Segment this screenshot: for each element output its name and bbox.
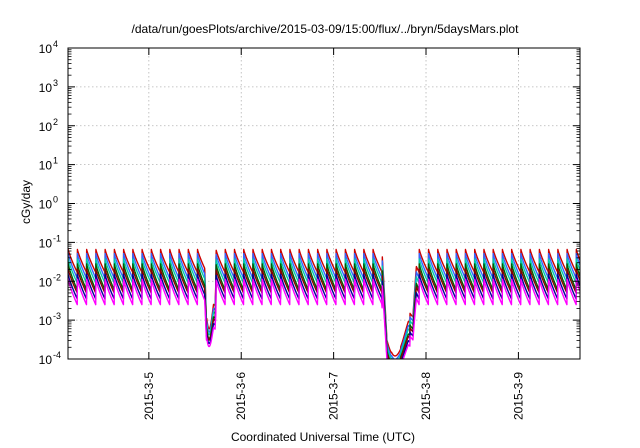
- x-tick-label: 2015-3-8: [419, 372, 433, 420]
- y-tick-label: 10 -3: [39, 311, 61, 328]
- tick-marks: [68, 47, 580, 360]
- series-line-4: [68, 262, 580, 359]
- series-line-1: [68, 248, 580, 357]
- x-tick-label: 2015-3-5: [142, 372, 156, 420]
- x-tick-labels: 2015-3-5 2015-3-6 2015-3-7 2015-3-8 2015-3-9: [142, 372, 526, 420]
- y-tick-exponent: 2: [53, 117, 58, 127]
- y-tick-exponent: -3: [53, 311, 61, 321]
- x-tick-label: 2015-3-7: [327, 372, 341, 420]
- y-tick-exponent: -4: [53, 350, 61, 360]
- series-line-5: [68, 267, 580, 359]
- grid-lines: [68, 48, 580, 359]
- y-tick-label: 10 1: [39, 156, 58, 173]
- y-tick-label: 10 -4: [39, 350, 61, 367]
- series-line-6: [68, 273, 580, 359]
- y-tick-base: 10: [39, 42, 53, 56]
- y-tick-base: 10: [39, 81, 53, 95]
- y-tick-base: 10: [39, 353, 53, 367]
- x-axis-label: Coordinated Universal Time (UTC): [231, 430, 415, 444]
- chart-title: /data/run/goesPlots/archive/2015-03-09/1…: [132, 22, 520, 36]
- y-tick-exponent: -1: [53, 233, 61, 243]
- series-lines: [68, 248, 580, 359]
- y-tick-label: 10 2: [39, 117, 58, 134]
- series-line-7: [68, 278, 580, 359]
- y-tick-label: 10 0: [39, 195, 58, 212]
- y-tick-label: 10 -1: [39, 233, 61, 250]
- y-tick-base: 10: [39, 159, 53, 173]
- y-tick-base: 10: [39, 198, 53, 212]
- y-tick-exponent: 0: [53, 195, 58, 205]
- y-tick-base: 10: [39, 275, 53, 289]
- y-tick-exponent: 4: [53, 39, 58, 49]
- y-tick-exponent: 1: [53, 156, 58, 166]
- y-tick-base: 10: [39, 236, 53, 250]
- x-tick-label: 2015-3-9: [511, 372, 525, 420]
- y-tick-label: 10 -2: [39, 272, 61, 289]
- y-tick-exponent: -2: [53, 272, 61, 282]
- y-tick-base: 10: [39, 120, 53, 134]
- x-tick-label: 2015-3-6: [234, 372, 248, 420]
- y-tick-label: 10 3: [39, 78, 58, 95]
- series-line-2: [68, 252, 580, 359]
- y-axis-label: cGy/day: [19, 180, 33, 224]
- y-tick-exponent: 3: [53, 78, 58, 88]
- series-line-3: [68, 257, 580, 359]
- y-tick-label: 10 4: [39, 39, 58, 56]
- y-tick-base: 10: [39, 314, 53, 328]
